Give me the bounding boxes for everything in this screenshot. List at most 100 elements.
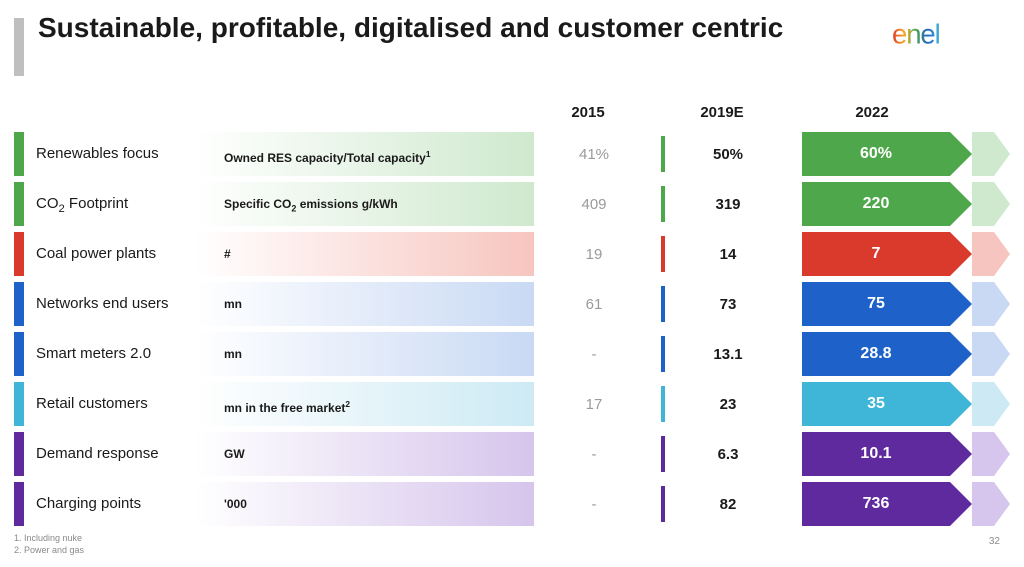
value-2015: - (534, 486, 654, 522)
value-2022-arrow: 28.8 (802, 332, 950, 376)
arrow-tail (972, 132, 994, 176)
metric-label: CO2 Footprint (36, 182, 128, 226)
header-2015: 2015 (558, 104, 618, 121)
value-2015: 41% (534, 136, 654, 172)
arrow-tail-head-icon (994, 332, 1010, 376)
metric-row: Smart meters 2.0 mn-13.1 28.8 (14, 332, 1010, 376)
value-2019: 50% (668, 136, 788, 172)
value-2022-arrow: 10.1 (802, 432, 950, 476)
col-separator (661, 386, 665, 422)
col-separator (661, 186, 665, 222)
metric-row: Charging points '000-82 736 (14, 482, 1010, 526)
value-2019: 82 (668, 486, 788, 522)
metric-unit: '000 (224, 482, 524, 526)
arrow-tail-head-icon (994, 282, 1010, 326)
metrics-table: Renewables focus Owned RES capacity/Total… (14, 132, 1010, 532)
value-2019: 14 (668, 236, 788, 272)
value-2019: 13.1 (668, 336, 788, 372)
metric-row: Retail customers mn in the free market2 17… (14, 382, 1010, 426)
arrow-head-icon (950, 382, 972, 426)
value-2019: 6.3 (668, 436, 788, 472)
metric-row: Coal power plants #19 14 7 (14, 232, 1010, 276)
arrow-tail (972, 182, 994, 226)
svg-text:enel: enel (892, 19, 940, 50)
arrow-tail (972, 382, 994, 426)
column-headers: 2015 2019E 2022 (0, 104, 1024, 128)
value-2015: 19 (534, 236, 654, 272)
arrow-tail (972, 332, 994, 376)
metric-row: CO2 Footprint Specific CO2 emissions g/kW… (14, 182, 1010, 226)
metric-label: Retail customers (36, 382, 148, 426)
metric-row: Networks end users mn 61 73 75 (14, 282, 1010, 326)
arrow-tail-head-icon (994, 182, 1010, 226)
page-title: Sustainable, profitable, digitalised and… (38, 12, 798, 44)
header-2022: 2022 (842, 104, 902, 121)
arrow-tail-head-icon (994, 382, 1010, 426)
value-2015: - (534, 336, 654, 372)
value-2019: 73 (668, 286, 788, 322)
value-2022-arrow: 220 (802, 182, 950, 226)
metric-label: Coal power plants (36, 232, 156, 276)
page-number: 32 (989, 536, 1000, 547)
metric-unit: mn in the free market2 (224, 382, 524, 426)
value-2015: - (534, 436, 654, 472)
value-2015: 409 (534, 186, 654, 222)
value-2022-arrow: 75 (802, 282, 950, 326)
row-color-tick (14, 182, 24, 226)
row-color-tick (14, 482, 24, 526)
col-separator (661, 136, 665, 172)
arrow-tail-head-icon (994, 482, 1010, 526)
enel-logo: enel (892, 16, 1002, 56)
row-color-tick (14, 332, 24, 376)
value-2022-arrow: 736 (802, 482, 950, 526)
col-separator (661, 436, 665, 472)
arrow-tail-head-icon (994, 232, 1010, 276)
metric-label: Charging points (36, 482, 141, 526)
col-separator (661, 486, 665, 522)
footnote-line: 1. Including nuke (14, 532, 84, 545)
value-2019: 23 (668, 386, 788, 422)
col-separator (661, 336, 665, 372)
arrow-head-icon (950, 332, 972, 376)
row-color-tick (14, 132, 24, 176)
arrow-head-icon (950, 282, 972, 326)
value-2022-arrow: 35 (802, 382, 950, 426)
metric-label: Demand response (36, 432, 159, 476)
row-color-tick (14, 382, 24, 426)
col-separator (661, 286, 665, 322)
col-separator (661, 236, 665, 272)
row-color-tick (14, 232, 24, 276)
metric-unit: Specific CO2 emissions g/kWh (224, 182, 524, 226)
metric-unit: # (224, 232, 524, 276)
value-2022-arrow: 60% (802, 132, 950, 176)
footnote-line: 2. Power and gas (14, 544, 84, 557)
arrow-tail (972, 482, 994, 526)
metric-unit: Owned RES capacity/Total capacity1 (224, 132, 524, 176)
arrow-head-icon (950, 182, 972, 226)
row-color-tick (14, 432, 24, 476)
value-2022-arrow: 7 (802, 232, 950, 276)
header-2019: 2019E (692, 104, 752, 121)
arrow-tail (972, 282, 994, 326)
arrow-head-icon (950, 432, 972, 476)
metric-unit: mn (224, 282, 524, 326)
metric-label: Networks end users (36, 282, 169, 326)
value-2015: 61 (534, 286, 654, 322)
metric-label: Smart meters 2.0 (36, 332, 151, 376)
arrow-tail-head-icon (994, 132, 1010, 176)
arrow-tail (972, 432, 994, 476)
metric-label: Renewables focus (36, 132, 159, 176)
value-2019: 319 (668, 186, 788, 222)
metric-unit: mn (224, 332, 524, 376)
row-color-tick (14, 282, 24, 326)
metric-unit: GW (224, 432, 524, 476)
arrow-head-icon (950, 132, 972, 176)
metric-row: Demand response GW-6.3 10.1 (14, 432, 1010, 476)
arrow-head-icon (950, 232, 972, 276)
footnotes: 1. Including nuke2. Power and gas (14, 532, 84, 557)
arrow-head-icon (950, 482, 972, 526)
arrow-tail (972, 232, 994, 276)
metric-row: Renewables focus Owned RES capacity/Total… (14, 132, 1010, 176)
arrow-tail-head-icon (994, 432, 1010, 476)
value-2015: 17 (534, 386, 654, 422)
